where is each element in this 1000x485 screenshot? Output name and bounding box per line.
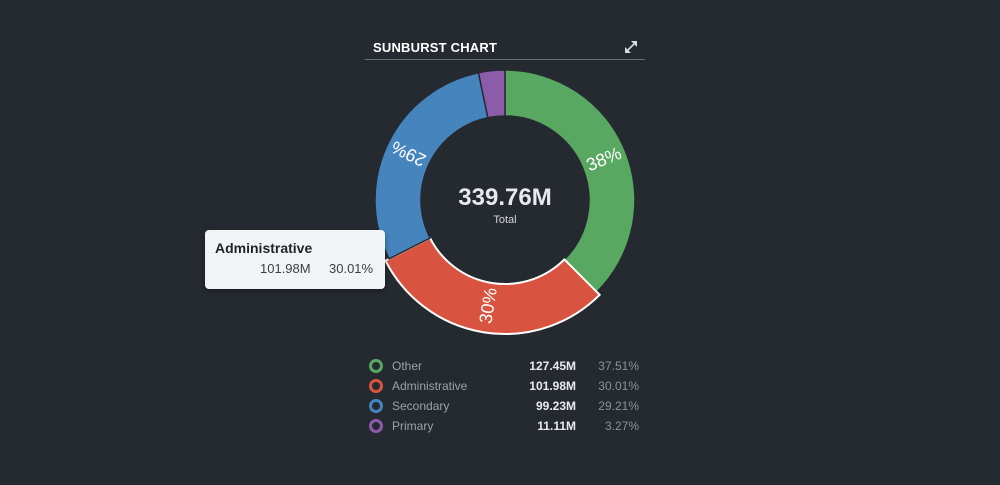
legend-label: Secondary	[392, 399, 450, 413]
center-total-label: Total	[493, 214, 516, 226]
legend-swatch-other	[369, 359, 383, 373]
legend-value: 11.11M	[537, 419, 576, 433]
center-total-value: 339.76M	[458, 184, 551, 211]
legend-swatch-administrative	[369, 379, 383, 393]
slice-primary[interactable]	[477, 69, 506, 119]
legend-swatch-secondary	[369, 399, 383, 413]
title-divider	[365, 59, 645, 60]
chart-title: SUNBURST CHART	[373, 40, 498, 55]
legend-value: 127.45M	[529, 359, 576, 373]
tooltip-value: 101.98M	[260, 261, 311, 276]
legend-item-administrative[interactable]: Administrative 101.98M 30.01%	[365, 376, 645, 396]
chart-legend: Other 127.45M 37.51% Administrative 101.…	[365, 356, 645, 436]
legend-percent: 30.01%	[598, 379, 639, 393]
legend-label: Other	[392, 359, 423, 373]
legend-value: 99.23M	[535, 399, 576, 413]
legend-item-other[interactable]: Other 127.45M 37.51%	[365, 356, 645, 376]
legend-swatch-primary	[369, 419, 383, 433]
legend-value: 101.98M	[529, 379, 576, 393]
legend-percent: 37.51%	[598, 359, 639, 373]
slice-administrative[interactable]	[384, 236, 602, 335]
slice-other[interactable]	[504, 69, 636, 294]
slice-secondary[interactable]	[374, 71, 489, 260]
legend-label: Primary	[392, 419, 434, 433]
tooltip-name: Administrative	[215, 240, 313, 256]
legend-label: Administrative	[392, 379, 468, 393]
legend-item-primary[interactable]: Primary 11.11M 3.27%	[365, 416, 645, 436]
expand-arrows-icon[interactable]	[622, 38, 640, 56]
tooltip-percent: 30.01%	[329, 261, 374, 276]
legend-item-secondary[interactable]: Secondary 99.23M 29.21%	[365, 396, 645, 416]
legend-percent: 29.21%	[598, 399, 639, 413]
legend-percent: 3.27%	[604, 419, 639, 433]
slice-tooltip: Administrative 101.98M 30.01%	[205, 230, 385, 289]
